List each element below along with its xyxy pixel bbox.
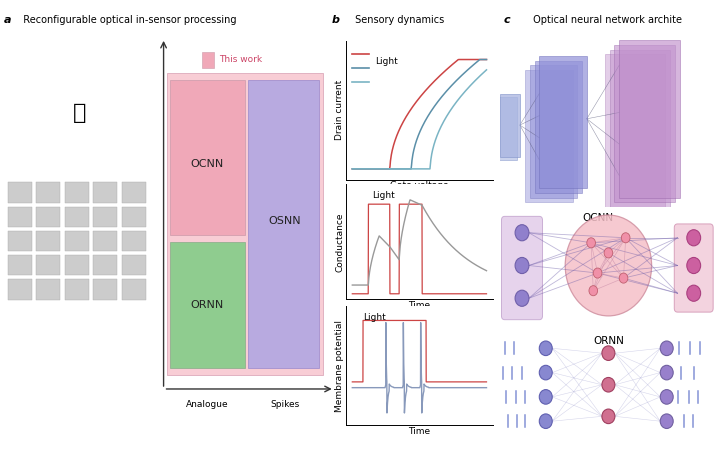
Circle shape (565, 215, 652, 316)
Circle shape (660, 390, 673, 404)
FancyBboxPatch shape (498, 97, 517, 160)
Bar (65, 231, 89, 251)
Bar (37, 207, 60, 227)
Bar (122, 182, 145, 202)
Bar (8, 255, 32, 275)
Text: 🦋: 🦋 (73, 104, 86, 123)
Text: c: c (504, 15, 510, 25)
Bar (122, 279, 145, 300)
Text: This work: This work (219, 55, 262, 64)
Circle shape (539, 341, 552, 356)
Text: Light: Light (375, 57, 398, 66)
Bar (8, 279, 32, 300)
Bar (122, 231, 145, 251)
FancyBboxPatch shape (619, 40, 680, 198)
Circle shape (660, 341, 673, 356)
FancyBboxPatch shape (674, 224, 713, 312)
FancyBboxPatch shape (539, 56, 587, 188)
X-axis label: Time: Time (408, 427, 431, 436)
Circle shape (593, 268, 602, 278)
FancyBboxPatch shape (614, 45, 675, 202)
FancyBboxPatch shape (500, 94, 520, 157)
Text: ORNN: ORNN (190, 300, 223, 310)
FancyBboxPatch shape (202, 52, 214, 68)
Text: Light: Light (364, 313, 386, 322)
Circle shape (687, 230, 701, 246)
Y-axis label: Drain current: Drain current (336, 80, 344, 140)
FancyBboxPatch shape (171, 242, 245, 368)
Circle shape (589, 286, 598, 296)
Circle shape (621, 233, 630, 243)
Bar (8, 231, 32, 251)
Bar (65, 255, 89, 275)
Circle shape (602, 346, 615, 360)
Circle shape (604, 248, 613, 258)
Bar (37, 255, 60, 275)
FancyBboxPatch shape (610, 50, 670, 207)
Bar (8, 207, 32, 227)
Circle shape (660, 365, 673, 380)
FancyBboxPatch shape (248, 80, 319, 368)
Bar (94, 255, 117, 275)
X-axis label: Time: Time (408, 301, 431, 310)
Text: Sensory dynamics: Sensory dynamics (352, 15, 444, 25)
Text: Optical neural network archite: Optical neural network archite (530, 15, 682, 25)
Bar (65, 207, 89, 227)
Bar (94, 279, 117, 300)
Text: Light: Light (372, 191, 395, 200)
Text: OSNN: OSNN (269, 216, 301, 225)
FancyBboxPatch shape (530, 65, 577, 198)
FancyBboxPatch shape (171, 80, 245, 234)
Text: Reconfigurable optical in-sensor processing: Reconfigurable optical in-sensor process… (17, 15, 237, 25)
Circle shape (515, 225, 529, 241)
Circle shape (587, 238, 595, 248)
Circle shape (687, 285, 701, 302)
Y-axis label: Membrane potential: Membrane potential (336, 320, 344, 412)
Circle shape (687, 257, 701, 274)
X-axis label: Gate voltage: Gate voltage (390, 181, 449, 190)
Text: OCNN: OCNN (190, 159, 223, 169)
Bar (37, 279, 60, 300)
Circle shape (660, 414, 673, 428)
Text: a: a (4, 15, 11, 25)
Circle shape (602, 409, 615, 423)
Bar (65, 279, 89, 300)
Y-axis label: Conductance: Conductance (336, 212, 344, 272)
Text: OCNN: OCNN (582, 213, 613, 223)
Bar (94, 182, 117, 202)
FancyBboxPatch shape (167, 73, 323, 375)
Bar (65, 182, 89, 202)
Bar (94, 207, 117, 227)
Text: b: b (331, 15, 339, 25)
Circle shape (619, 273, 628, 283)
Circle shape (602, 378, 615, 392)
Bar (37, 231, 60, 251)
Bar (122, 207, 145, 227)
Circle shape (539, 365, 552, 380)
Bar (37, 182, 60, 202)
Circle shape (515, 257, 529, 274)
Text: Spikes: Spikes (270, 400, 300, 409)
Bar (8, 182, 32, 202)
FancyBboxPatch shape (525, 70, 572, 202)
FancyBboxPatch shape (534, 60, 582, 193)
Text: ORNN: ORNN (593, 336, 624, 346)
Circle shape (539, 414, 552, 428)
Bar (122, 255, 145, 275)
FancyBboxPatch shape (605, 54, 665, 211)
FancyBboxPatch shape (501, 216, 543, 320)
Circle shape (539, 390, 552, 404)
Bar (94, 231, 117, 251)
Text: Analogue: Analogue (186, 400, 228, 409)
Circle shape (515, 290, 529, 306)
